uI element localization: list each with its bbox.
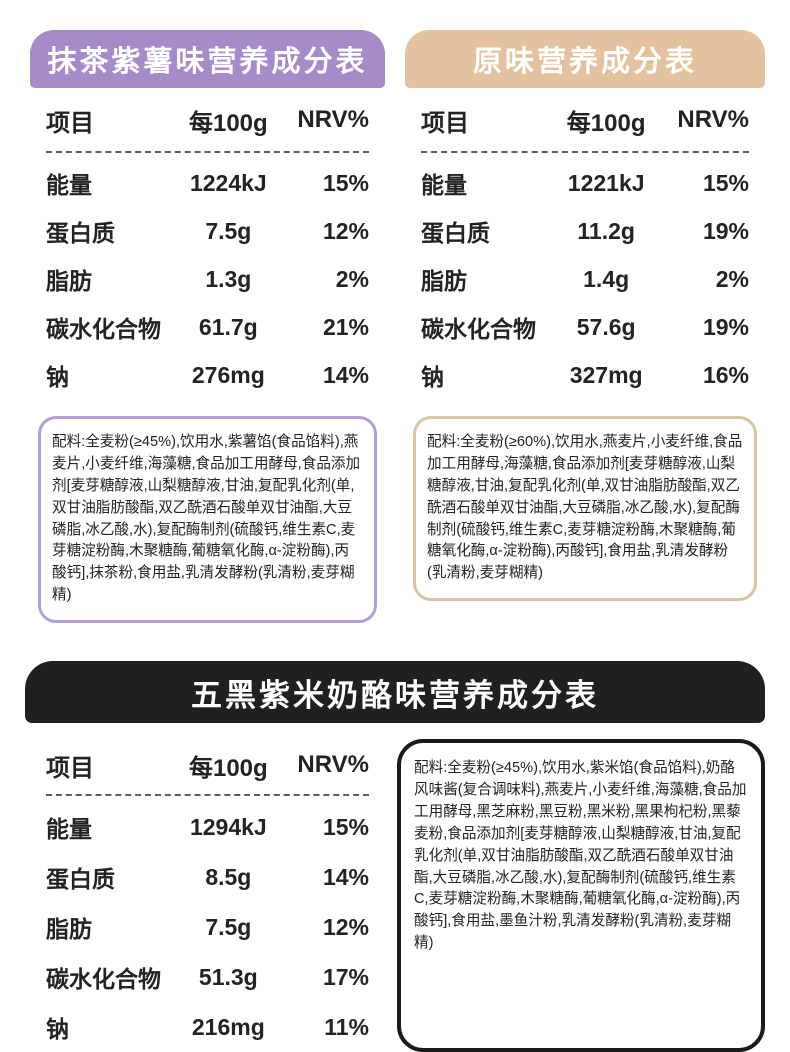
row-value: 1.3g bbox=[205, 265, 252, 292]
row-label: 蛋白质 bbox=[46, 220, 115, 246]
nutrition-table-five-black: 项目 每100g NRV% 能量 1294kJ 15% 蛋白质 8.5g 14%… bbox=[30, 735, 385, 1052]
row-value: 1294kJ bbox=[189, 813, 267, 840]
row-nrv: 15% bbox=[322, 813, 369, 840]
row-value: 8.5g bbox=[205, 863, 252, 890]
row-label: 脂肪 bbox=[46, 268, 92, 294]
table-row: 能量 1221kJ 15% bbox=[421, 159, 749, 207]
column-header-item: 项目 bbox=[46, 754, 94, 782]
row-label: 钠 bbox=[46, 1016, 69, 1043]
table-row: 能量 1224kJ 15% bbox=[46, 159, 369, 207]
row-value: 61.7g bbox=[198, 313, 258, 340]
ingredients-box-matcha: 配料:全麦粉(≥45%),饮用水,紫薯馅(食品馅料),燕麦片,小麦纤维,海藻糖,… bbox=[38, 416, 377, 624]
row-nrv: 19% bbox=[702, 217, 749, 244]
row-nrv: 2% bbox=[715, 265, 749, 292]
panel-original: 原味营养成分表 项目 每100g NRV% 能量 1221kJ 15% 蛋白质 … bbox=[405, 30, 765, 623]
row-nrv: 16% bbox=[702, 361, 749, 388]
row-nrv: 17% bbox=[322, 963, 369, 990]
row-value: 1.4g bbox=[583, 265, 630, 292]
nutrition-table-matcha: 项目 每100g NRV% 能量 1224kJ 15% 蛋白质 7.5g 12%… bbox=[30, 93, 385, 399]
ingredients-box-five-black: 配料:全麦粉(≥45%),饮用水,紫米馅(食品馅料),奶酪风味酱(复合调味料),… bbox=[397, 739, 765, 1052]
panel-matcha-purple-potato: 抹茶紫薯味营养成分表 项目 每100g NRV% 能量 1224kJ 15% 蛋… bbox=[30, 30, 385, 624]
row-value: 11.2g bbox=[577, 217, 635, 244]
panel-title-five-black: 五黑紫米奶酪味营养成分表 bbox=[25, 661, 765, 724]
row-nrv: 11% bbox=[324, 1013, 369, 1040]
row-value: 216mg bbox=[191, 1013, 265, 1040]
row-nrv: 12% bbox=[322, 913, 369, 940]
panel-title-original: 原味营养成分表 bbox=[405, 30, 765, 88]
table-row: 碳水化合物 61.7g 21% bbox=[46, 303, 369, 351]
row-label: 碳水化合物 bbox=[421, 316, 536, 342]
row-value: 1221kJ bbox=[567, 169, 645, 196]
row-nrv: 2% bbox=[335, 265, 369, 292]
dashed-divider bbox=[46, 151, 369, 153]
table-header-row: 项目 每100g NRV% bbox=[46, 740, 369, 790]
table-row: 脂肪 1.3g 2% bbox=[46, 255, 369, 303]
table-row: 蛋白质 8.5g 14% bbox=[46, 852, 369, 902]
table-row: 能量 1294kJ 15% bbox=[46, 802, 369, 852]
table-row: 蛋白质 7.5g 12% bbox=[46, 207, 369, 255]
row-label: 钠 bbox=[421, 364, 444, 390]
column-header-per-100g: 每100g bbox=[188, 754, 268, 782]
row-label: 碳水化合物 bbox=[46, 966, 161, 993]
row-label: 蛋白质 bbox=[421, 220, 490, 246]
table-header-row: 项目 每100g NRV% bbox=[421, 93, 749, 147]
row-label: 钠 bbox=[46, 364, 69, 390]
row-label: 碳水化合物 bbox=[46, 316, 161, 342]
table-row: 蛋白质 11.2g 19% bbox=[421, 207, 749, 255]
row-nrv: 14% bbox=[322, 863, 369, 890]
panel-title-matcha: 抹茶紫薯味营养成分表 bbox=[30, 30, 385, 88]
column-header-item: 项目 bbox=[421, 109, 469, 137]
row-nrv: 15% bbox=[322, 169, 369, 196]
top-panels: 抹茶紫薯味营养成分表 项目 每100g NRV% 能量 1224kJ 15% 蛋… bbox=[30, 30, 765, 624]
table-header-row: 项目 每100g NRV% bbox=[46, 93, 369, 147]
row-label: 蛋白质 bbox=[46, 866, 115, 893]
table-row: 脂肪 7.5g 12% bbox=[46, 902, 369, 952]
table-row: 钠 276mg 14% bbox=[46, 351, 369, 399]
ingredients-box-original: 配料:全麦粉(≥60%),饮用水,燕麦片,小麦纤维,食品加工用酵母,海藻糖,食品… bbox=[413, 416, 757, 602]
column-header-nrv: NRV% bbox=[297, 106, 369, 133]
table-row: 钠 327mg 16% bbox=[421, 351, 749, 399]
row-label: 能量 bbox=[46, 172, 92, 198]
row-nrv: 21% bbox=[322, 313, 369, 340]
table-row: 碳水化合物 57.6g 19% bbox=[421, 303, 749, 351]
column-header-per-100g: 每100g bbox=[188, 109, 268, 137]
row-value: 7.5g bbox=[205, 217, 252, 244]
row-nrv: 14% bbox=[322, 361, 369, 388]
row-nrv: 12% bbox=[322, 217, 369, 244]
column-header-nrv: NRV% bbox=[297, 751, 369, 779]
row-label: 脂肪 bbox=[46, 916, 92, 943]
dashed-divider bbox=[46, 794, 369, 797]
row-value: 57.6g bbox=[576, 313, 636, 340]
column-header-item: 项目 bbox=[46, 109, 94, 137]
row-value: 7.5g bbox=[205, 913, 252, 940]
row-label: 能量 bbox=[421, 172, 467, 198]
table-row: 钠 216mg 11% bbox=[46, 1002, 369, 1052]
table-row: 脂肪 1.4g 2% bbox=[421, 255, 749, 303]
row-value: 1224kJ bbox=[189, 169, 267, 196]
nutrition-table-original: 项目 每100g NRV% 能量 1221kJ 15% 蛋白质 11.2g 19… bbox=[405, 93, 765, 399]
dashed-divider bbox=[421, 151, 749, 153]
table-row: 碳水化合物 51.3g 17% bbox=[46, 952, 369, 1002]
row-nrv: 15% bbox=[702, 169, 749, 196]
column-header-nrv: NRV% bbox=[677, 106, 749, 133]
column-header-per-100g: 每100g bbox=[566, 109, 646, 137]
row-label: 能量 bbox=[46, 816, 92, 843]
row-nrv: 19% bbox=[702, 313, 749, 340]
row-value: 327mg bbox=[569, 361, 643, 388]
row-label: 脂肪 bbox=[421, 268, 467, 294]
row-value: 276mg bbox=[191, 361, 265, 388]
five-black-content: 项目 每100g NRV% 能量 1294kJ 15% 蛋白质 8.5g 14%… bbox=[30, 735, 765, 1052]
row-value: 51.3g bbox=[198, 963, 258, 990]
panel-five-black: 五黑紫米奶酪味营养成分表 项目 每100g NRV% 能量 1294kJ 15%… bbox=[25, 661, 765, 1052]
